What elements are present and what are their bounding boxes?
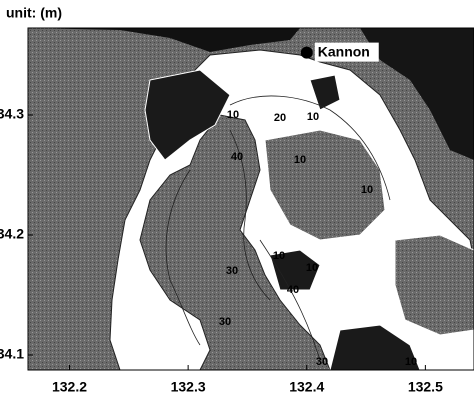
x-tick-label: 132.5: [408, 379, 443, 395]
contour-label: 10: [405, 356, 417, 368]
contour-label: 10: [307, 111, 319, 123]
contour-label: 40: [231, 151, 243, 163]
place-marker: [301, 47, 313, 59]
x-tick-label: 132.2: [52, 379, 87, 395]
y-tick-label: 34.1: [0, 346, 24, 362]
x-tick-label: 132.3: [171, 379, 206, 395]
contour-label: 10: [227, 109, 239, 121]
contour-label: 10: [306, 262, 318, 274]
contour-label: 30: [316, 356, 328, 368]
place-label: Kannon: [318, 43, 370, 59]
y-tick-label: 34.3: [0, 106, 24, 122]
unit-label: unit: (m): [6, 5, 62, 21]
contour-label: 10: [361, 184, 373, 196]
contour-label: 10: [294, 154, 306, 166]
x-tick-label: 132.4: [289, 379, 324, 395]
contour-label: 30: [219, 316, 231, 328]
contour-label: 20: [274, 112, 286, 124]
map: unit: (m) 132.2 132.3 132.4 132.5 34.1 34.2 34…: [0, 0, 474, 402]
contour-label: 10: [273, 250, 285, 262]
contour-label: 40: [287, 284, 299, 296]
y-tick-label: 34.2: [0, 226, 24, 242]
contour-label: 30: [226, 265, 238, 277]
